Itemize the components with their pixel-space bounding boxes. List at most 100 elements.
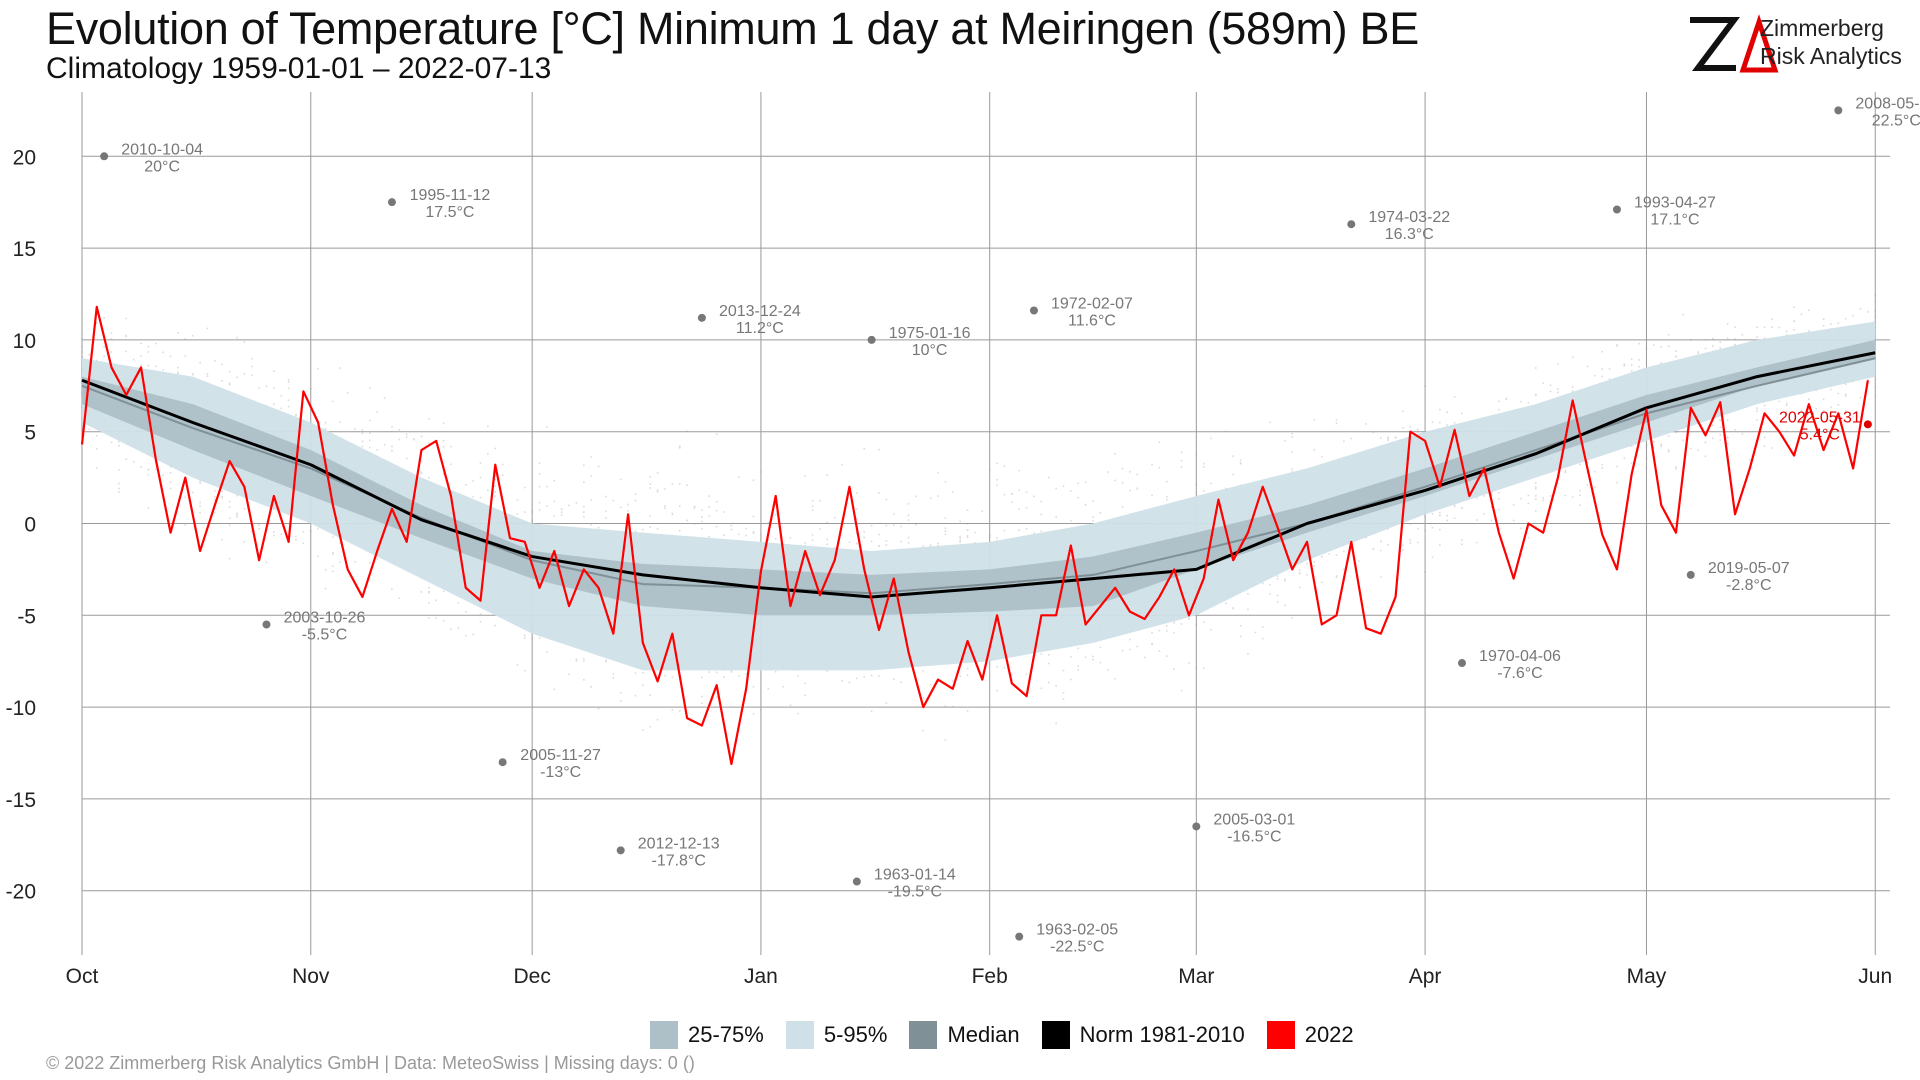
historical-point [1084, 503, 1087, 506]
historical-point [634, 499, 637, 502]
record-point [1029, 306, 1038, 315]
historical-point [1070, 678, 1072, 681]
historical-point [1734, 326, 1736, 328]
historical-point [191, 334, 194, 337]
historical-point [1453, 517, 1456, 519]
historical-point [583, 678, 585, 681]
historical-point [1062, 698, 1065, 700]
historical-point [523, 669, 526, 672]
historical-point [1092, 516, 1094, 518]
historical-point [398, 597, 401, 600]
historical-point [1003, 493, 1006, 496]
historical-point [1018, 529, 1021, 531]
historical-point [1018, 508, 1021, 510]
historical-point [907, 514, 910, 517]
historical-point [856, 492, 858, 495]
historical-point [140, 466, 142, 468]
historical-point [1387, 543, 1389, 546]
historical-point [1047, 653, 1050, 656]
record-value-label: -17.8°C [651, 852, 705, 869]
historical-point [1837, 404, 1840, 406]
historical-point [1320, 455, 1323, 458]
y-tick-label: -20 [6, 881, 36, 904]
historical-point [1653, 446, 1655, 449]
historical-point [1645, 467, 1648, 469]
historical-point [1734, 343, 1736, 346]
historical-point [147, 364, 150, 367]
historical-point [339, 421, 342, 423]
historical-point [420, 591, 423, 593]
historical-point [221, 363, 224, 366]
historical-point [723, 676, 725, 678]
historical-point [1756, 419, 1758, 422]
record-point [1457, 659, 1466, 668]
historical-point [1077, 668, 1080, 671]
historical-point [1719, 341, 1722, 344]
historical-point [1040, 500, 1043, 503]
historical-point [678, 529, 681, 532]
historical-point [996, 478, 998, 481]
historical-point [1276, 594, 1279, 597]
record-point [1192, 822, 1201, 831]
historical-point [1675, 431, 1677, 434]
historical-point [1822, 410, 1825, 413]
historical-point [944, 481, 947, 483]
historical-point [966, 523, 969, 525]
historical-point [1601, 375, 1603, 378]
historical-point [383, 444, 386, 446]
historical-point [531, 637, 533, 640]
historical-point [1166, 498, 1168, 501]
historical-point [81, 356, 83, 358]
historical-point [1284, 604, 1286, 607]
historical-point [1475, 497, 1478, 500]
historical-point [169, 466, 172, 468]
historical-point [1298, 572, 1301, 574]
historical-point [1852, 314, 1854, 317]
historical-point [1756, 407, 1758, 409]
historical-point [1151, 643, 1153, 646]
historical-point [1306, 573, 1308, 576]
historical-point [1313, 418, 1316, 421]
historical-point [1527, 502, 1530, 505]
historical-point [398, 438, 401, 441]
historical-point [1771, 447, 1773, 449]
x-tick-label: Oct [66, 965, 99, 988]
historical-point [1520, 527, 1522, 530]
historical-point [915, 495, 917, 498]
historical-point [1726, 419, 1729, 421]
historical-point [1667, 333, 1670, 336]
historical-point [295, 414, 297, 417]
historical-point [118, 469, 120, 471]
historical-point [826, 474, 829, 476]
historical-point [1830, 323, 1832, 325]
historical-point [391, 449, 393, 452]
historical-point [1225, 430, 1227, 433]
y-tick-label: 15 [13, 238, 36, 261]
historical-point [988, 536, 991, 539]
historical-point [664, 488, 666, 490]
historical-point [981, 510, 984, 513]
historical-point [1859, 308, 1862, 310]
historical-point [959, 535, 961, 538]
historical-point [1380, 540, 1382, 543]
historical-point [1756, 407, 1758, 410]
historical-point [723, 534, 725, 536]
historical-point [1682, 313, 1685, 316]
historical-point [287, 405, 290, 408]
historical-point [442, 619, 445, 622]
historical-point [760, 533, 762, 536]
historical-point [214, 489, 216, 492]
historical-point [856, 677, 858, 680]
historical-point [487, 489, 489, 492]
historical-point [1534, 367, 1537, 369]
historical-point [1313, 565, 1316, 567]
historical-point [1092, 655, 1094, 658]
historical-point [841, 680, 843, 682]
historical-point [774, 537, 777, 540]
historical-point [1180, 451, 1183, 454]
historical-point [826, 538, 829, 541]
historical-point [966, 674, 969, 676]
historical-point [1704, 338, 1707, 341]
historical-point [1188, 618, 1190, 620]
historical-point [634, 694, 637, 697]
